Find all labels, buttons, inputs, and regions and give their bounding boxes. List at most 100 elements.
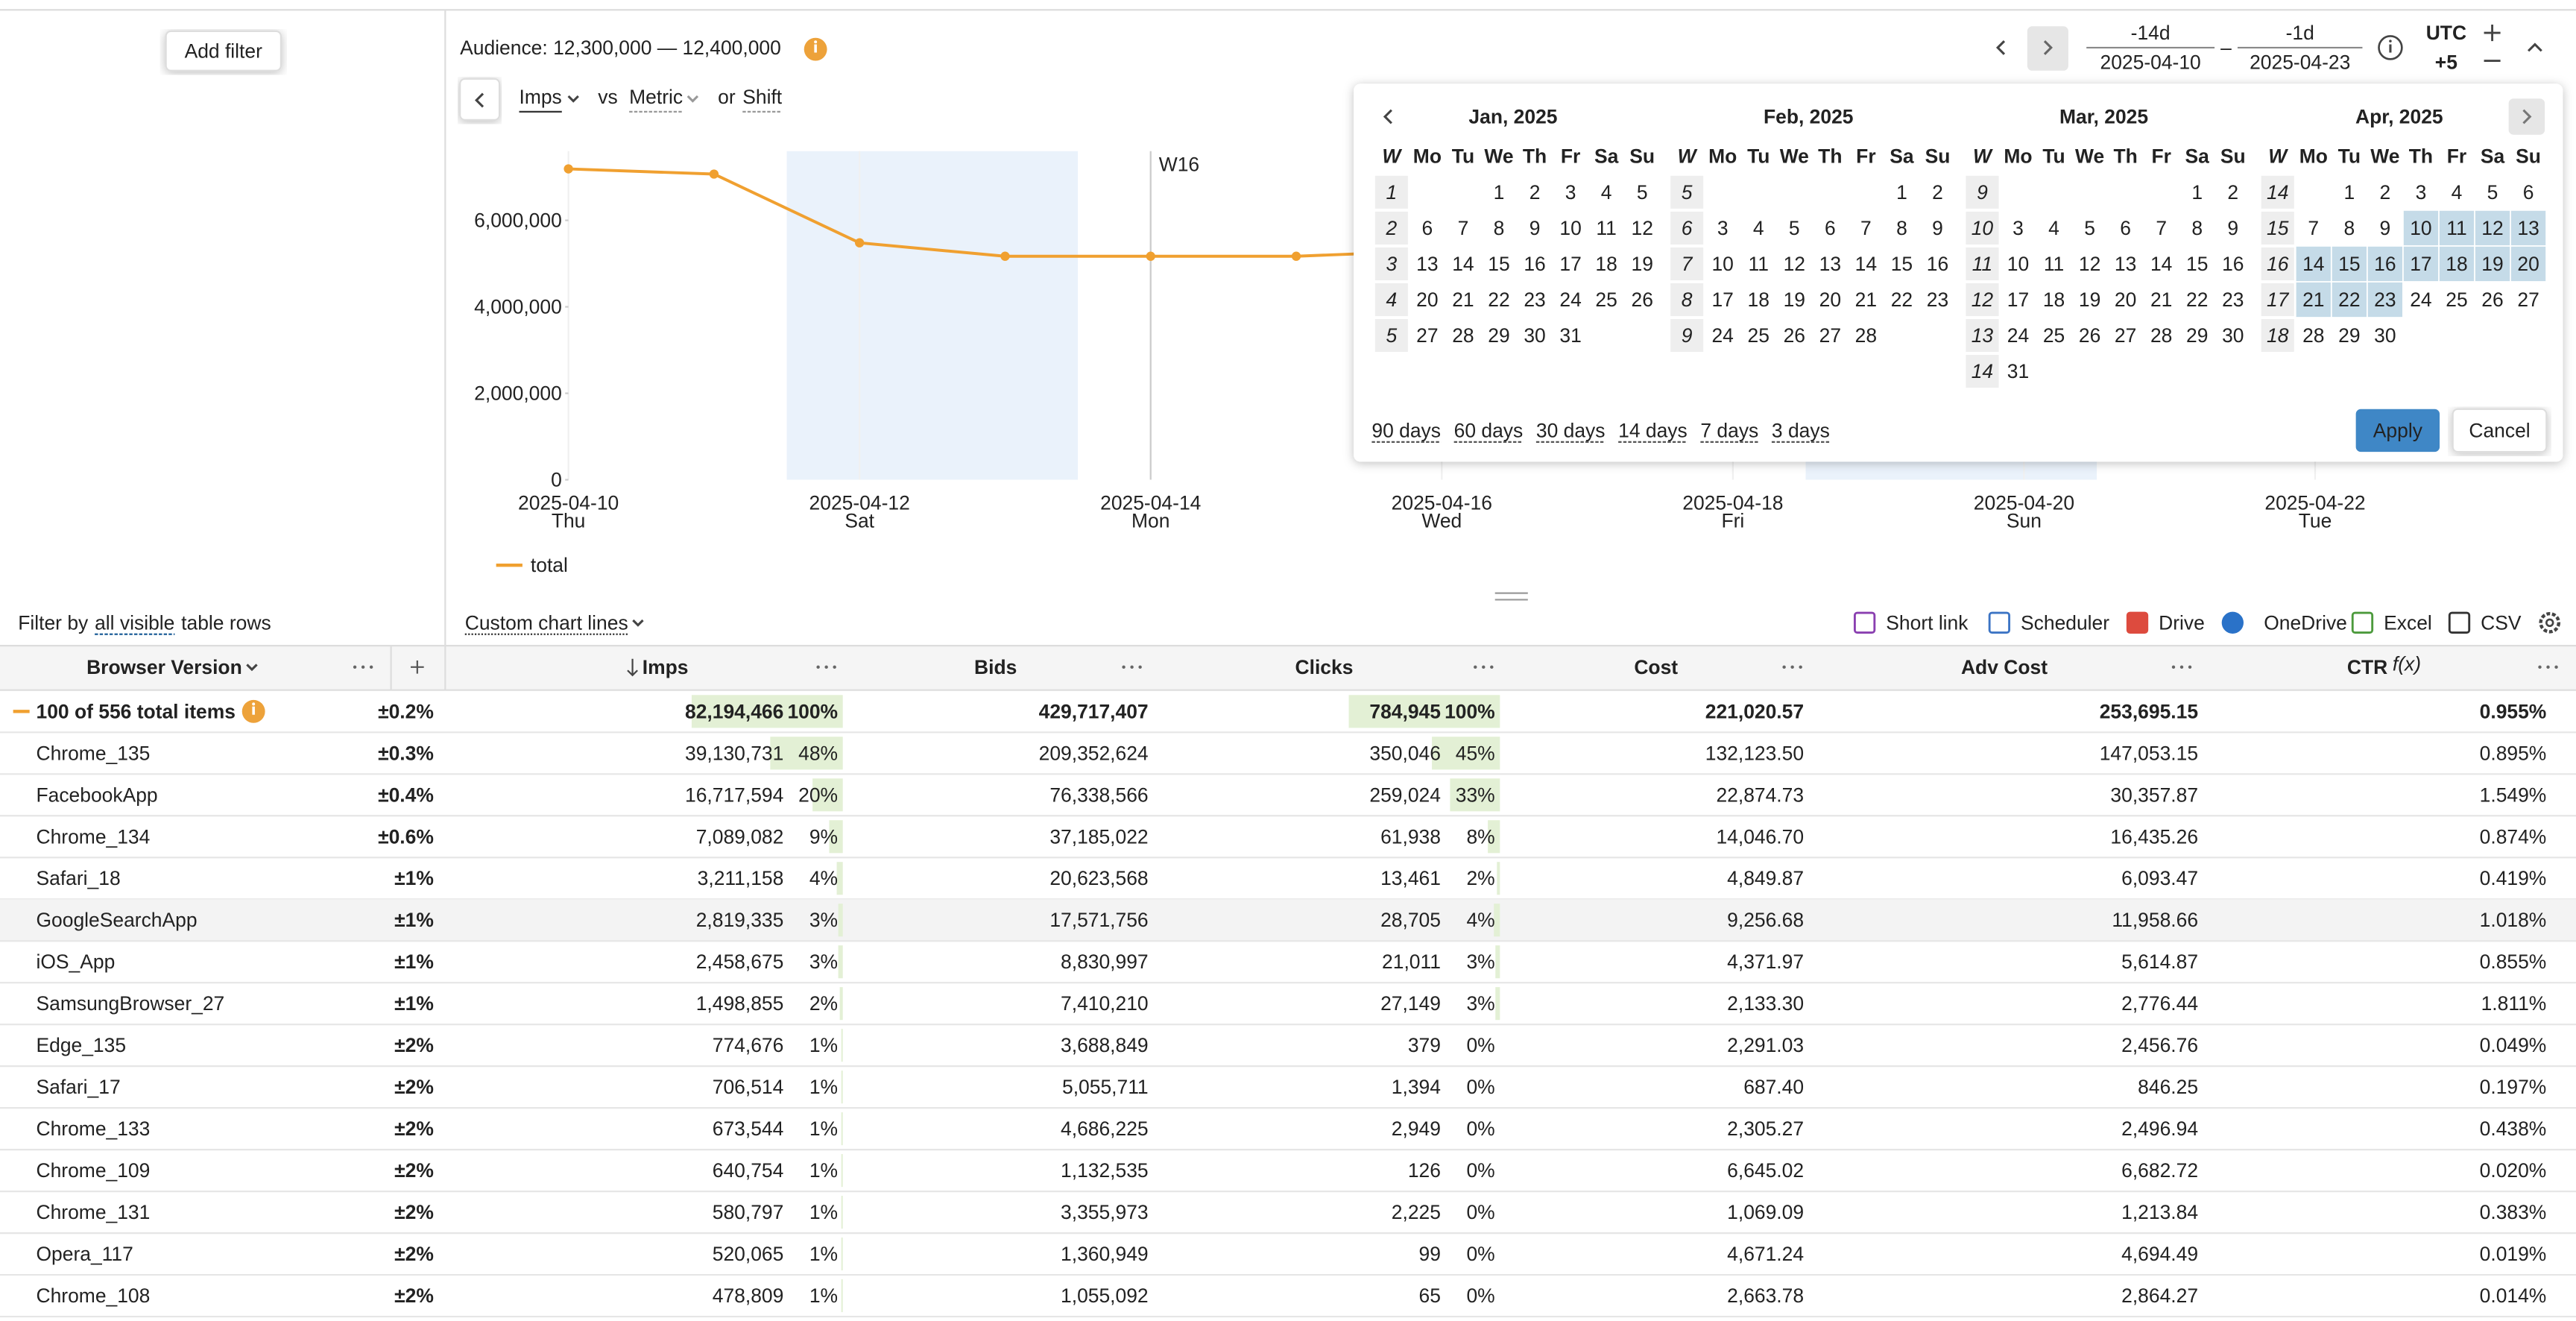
row-name[interactable]: GoogleSearchApp <box>36 909 197 931</box>
day[interactable]: 8 <box>2343 217 2355 239</box>
menu-dot[interactable] <box>1474 665 1477 669</box>
menu-dot[interactable] <box>1138 665 1142 669</box>
day[interactable]: 15 <box>1488 253 1509 275</box>
day[interactable]: 19 <box>2079 289 2100 311</box>
filter-link[interactable]: all visible <box>95 611 174 634</box>
action-icon[interactable] <box>1988 611 2011 634</box>
day[interactable]: 8 <box>1494 217 1505 239</box>
day[interactable]: 1 <box>2191 181 2203 204</box>
day[interactable]: 7 <box>2308 217 2319 239</box>
menu-dot[interactable] <box>824 665 828 669</box>
day[interactable]: 5 <box>1637 181 1648 204</box>
day[interactable]: 15 <box>2338 253 2360 275</box>
action-label[interactable]: OneDrive <box>2264 611 2347 634</box>
day[interactable]: 14 <box>1855 253 1877 275</box>
menu-dot[interactable] <box>1799 665 1802 669</box>
timezone[interactable]: UTC <box>2426 22 2466 44</box>
menu-dot[interactable] <box>1122 665 1126 669</box>
apply-button[interactable] <box>2355 409 2440 453</box>
day[interactable]: 26 <box>1631 289 1652 311</box>
day[interactable]: 1 <box>1494 181 1505 204</box>
day[interactable]: 16 <box>1927 253 1948 275</box>
row-name[interactable]: Chrome_133 <box>36 1117 150 1140</box>
day[interactable]: 13 <box>2517 217 2539 239</box>
preset[interactable]: 90 days <box>1371 419 1441 441</box>
day[interactable]: 2 <box>2227 181 2238 204</box>
day[interactable]: 21 <box>2302 289 2324 311</box>
column-header[interactable]: Cost <box>1634 656 1678 678</box>
day[interactable]: 9 <box>2227 217 2238 239</box>
day[interactable]: 30 <box>2222 324 2244 347</box>
preset[interactable]: 3 days <box>1772 419 1830 441</box>
day[interactable]: 19 <box>2481 253 2503 275</box>
day[interactable]: 4 <box>1601 181 1612 204</box>
menu-dot[interactable] <box>2188 665 2192 669</box>
menu-dot[interactable] <box>2179 665 2184 669</box>
action-label[interactable]: CSV <box>2481 611 2522 634</box>
day[interactable]: 8 <box>1896 217 1907 239</box>
day[interactable]: 10 <box>1711 253 1733 275</box>
day[interactable]: 7 <box>2156 217 2167 239</box>
day[interactable]: 11 <box>2446 217 2466 239</box>
day[interactable]: 17 <box>2007 289 2029 311</box>
action-icon[interactable] <box>2126 611 2149 634</box>
day[interactable]: 18 <box>1595 253 1617 275</box>
menu-dot[interactable] <box>1782 665 1786 669</box>
day[interactable]: 24 <box>2007 324 2029 347</box>
day[interactable]: 18 <box>2043 289 2065 311</box>
splitter[interactable] <box>1494 592 1528 601</box>
metric2-select[interactable]: Metric <box>629 86 683 108</box>
day[interactable]: 20 <box>1416 289 1438 311</box>
range-info-icon[interactable] <box>2378 35 2403 60</box>
day[interactable]: 29 <box>2338 324 2360 347</box>
action-icon[interactable] <box>2221 611 2244 634</box>
action-icon[interactable] <box>1853 611 1876 634</box>
preset[interactable]: 30 days <box>1536 419 1606 441</box>
day[interactable]: 31 <box>2007 360 2029 382</box>
day[interactable]: 2 <box>2380 181 2391 204</box>
day[interactable]: 12 <box>1784 253 1805 275</box>
day[interactable]: 1 <box>2343 181 2355 204</box>
menu-dot[interactable] <box>353 665 357 669</box>
day[interactable]: 5 <box>2487 181 2498 204</box>
day[interactable]: 16 <box>2374 253 2396 275</box>
action-label[interactable]: Scheduler <box>2021 611 2109 634</box>
day[interactable]: 28 <box>2150 324 2172 347</box>
day[interactable]: 23 <box>1927 289 1948 311</box>
preset[interactable]: 60 days <box>1454 419 1524 441</box>
row-name[interactable]: Chrome_134 <box>36 825 150 848</box>
metric-select[interactable]: Imps <box>519 86 561 108</box>
day[interactable]: 7 <box>1458 217 1469 239</box>
day[interactable]: 27 <box>2517 289 2539 311</box>
day[interactable]: 15 <box>2186 253 2208 275</box>
menu-dot[interactable] <box>2171 665 2176 669</box>
day[interactable]: 29 <box>1488 324 1509 347</box>
action-icon[interactable] <box>2351 611 2374 634</box>
day[interactable]: 21 <box>1452 289 1474 311</box>
day[interactable]: 28 <box>1452 324 1474 347</box>
day[interactable]: 9 <box>2380 217 2391 239</box>
row-name[interactable]: Opera_117 <box>36 1243 133 1265</box>
preset[interactable]: 7 days <box>1700 419 1758 441</box>
next-range-button[interactable] <box>2027 26 2068 71</box>
row-name[interactable]: SamsungBrowser_27 <box>36 992 224 1015</box>
column-header[interactable]: Browser Version <box>86 656 242 678</box>
menu-dot[interactable] <box>2538 665 2542 669</box>
add-column[interactable] <box>411 660 424 674</box>
menu-dot[interactable] <box>816 665 820 669</box>
day[interactable]: 31 <box>1559 324 1581 347</box>
day[interactable]: 17 <box>2410 253 2431 275</box>
day[interactable]: 29 <box>2186 324 2208 347</box>
menu-dot[interactable] <box>1490 665 1494 669</box>
menu-dot[interactable] <box>2554 665 2558 669</box>
day[interactable]: 17 <box>1711 289 1733 311</box>
day[interactable]: 28 <box>1855 324 1877 347</box>
day[interactable]: 13 <box>2115 253 2136 275</box>
day[interactable]: 6 <box>2120 217 2131 239</box>
day[interactable]: 24 <box>2410 289 2431 311</box>
day[interactable]: 3 <box>2012 217 2024 239</box>
menu-dot[interactable] <box>1790 665 1794 669</box>
day[interactable]: 27 <box>2115 324 2136 347</box>
chart-back-button[interactable] <box>459 78 501 121</box>
day[interactable]: 27 <box>1416 324 1438 347</box>
